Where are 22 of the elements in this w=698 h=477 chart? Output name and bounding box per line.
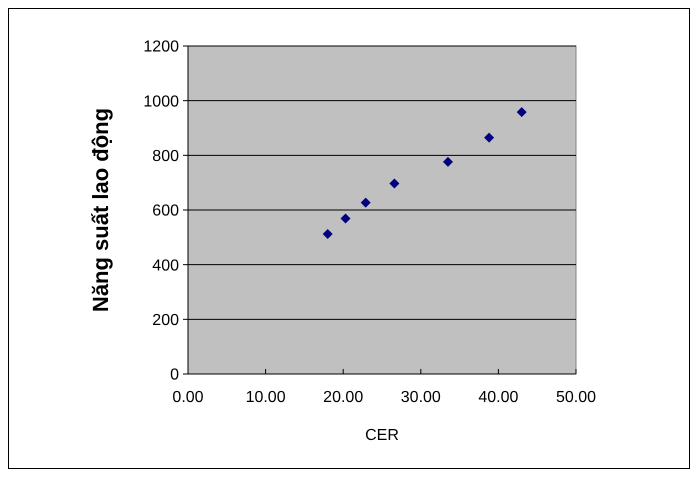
point [322, 229, 333, 240]
point [340, 213, 351, 224]
x-tick-label: 40.00 [478, 389, 519, 406]
point [360, 198, 371, 208]
x-tick-label: 30.00 [400, 389, 441, 406]
x-tick-label: 20.00 [323, 389, 364, 406]
point [516, 107, 527, 118]
y-tick-label: 1000 [143, 93, 180, 110]
y-tick-label: 200 [152, 312, 180, 329]
y-tick-label: 400 [152, 257, 180, 274]
point [484, 132, 494, 143]
y-tick-label: 600 [152, 202, 180, 220]
x-tick-label: 10.00 [246, 389, 286, 406]
x-tick-label: 50.00 [556, 389, 596, 406]
y-axis-title: Năng suất lao động [88, 108, 113, 312]
x-tick-label: 0.00 [172, 389, 204, 406]
point [389, 178, 400, 188]
x-axis-title: CER [365, 427, 399, 444]
y-tick-label: 0 [170, 366, 180, 384]
y-tick-label: 1200 [143, 38, 180, 56]
y-tick-label: 800 [152, 148, 180, 165]
point [442, 156, 453, 167]
